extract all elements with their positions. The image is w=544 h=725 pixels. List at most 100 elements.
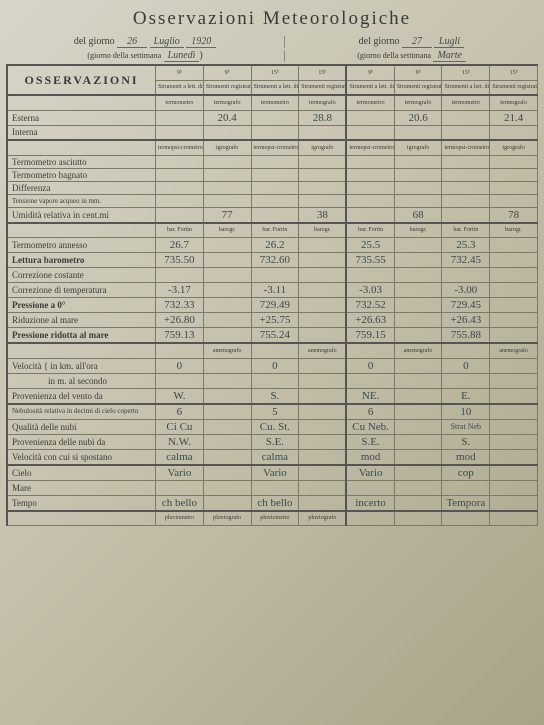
- h-9d: 9ʰ: [394, 65, 442, 80]
- v: 729.45: [442, 298, 490, 313]
- lbl: Termometro asciutto: [7, 155, 156, 168]
- c: pluviografo: [299, 511, 347, 526]
- v: Cu. St.: [251, 419, 299, 434]
- v: ch bello: [156, 495, 204, 511]
- bar-subhdr: bar. Fortin barogr. bar. Fortin barogr. …: [7, 223, 538, 238]
- v: 20.4: [203, 110, 251, 125]
- sh1: Strumenti a lett. diretta: [156, 80, 204, 95]
- v: mod: [442, 449, 490, 465]
- lbl: Qualità delle nubi: [7, 419, 156, 434]
- c: barogr.: [490, 223, 538, 238]
- v: 759.13: [156, 328, 204, 344]
- v: 755.24: [251, 328, 299, 344]
- c: anemografo: [490, 343, 538, 358]
- c-term4: termografo: [299, 95, 347, 110]
- page-title: Osservazioni Meteorologiche: [6, 8, 538, 30]
- weekday-prefix2: (giorno della settimana: [357, 51, 431, 60]
- lbl: Pressione ridotta al mare: [7, 328, 156, 344]
- row-termbag: Termometro bagnato: [7, 168, 538, 181]
- pluvio-subhdr: pluviometro pluviografo pluviometro pluv…: [7, 511, 538, 526]
- v: 20.6: [394, 110, 442, 125]
- v: 68: [394, 207, 442, 223]
- v: 732.45: [442, 253, 490, 268]
- v: [156, 110, 204, 125]
- v: 77: [203, 207, 251, 223]
- row-nebul: Nebulosità relativa in decimi di cielo c…: [7, 404, 538, 420]
- lbl: Cielo: [7, 465, 156, 481]
- row-tens: Tensione vapore acqueo in mm.: [7, 194, 538, 207]
- weekday2: Marte: [433, 50, 465, 62]
- lbl: Tensione vapore acqueo in mm.: [7, 194, 156, 207]
- sh6: Strumenti registratori: [394, 80, 442, 95]
- v: Vario: [156, 465, 204, 481]
- day2-day: 27: [402, 36, 432, 48]
- v: [251, 110, 299, 125]
- v: Vario: [251, 465, 299, 481]
- sh2: Strumenti registratori: [203, 80, 251, 95]
- c-ig2: igrografo: [203, 140, 251, 155]
- v: -3.17: [156, 283, 204, 298]
- osservazioni-header: OSSERVAZIONI: [7, 65, 156, 95]
- row-tempo: Tempoch belloch belloincertoTempora: [7, 495, 538, 511]
- hours-row: OSSERVAZIONI 9ʰ 9ʰ 15ʰ 15ʰ 9ʰ 9ʰ 15ʰ 15ʰ: [7, 65, 538, 80]
- lbl: Termometro bagnato: [7, 168, 156, 181]
- lbl-esterna: Esterna: [7, 110, 156, 125]
- c-ig5: termopsi-crometro: [346, 140, 394, 155]
- h-15a: 15ʰ: [251, 65, 299, 80]
- v: cop: [442, 465, 490, 481]
- h-15d: 15ʰ: [490, 65, 538, 80]
- lbl: Differenza: [7, 181, 156, 194]
- c-term6: termografo: [394, 95, 442, 110]
- lbl: Provenienza del vento da: [7, 388, 156, 404]
- v: 732.60: [251, 253, 299, 268]
- c: bar. Fortin: [346, 223, 394, 238]
- v: 5: [251, 404, 299, 420]
- lbl: in m. al secondo: [7, 373, 156, 388]
- v: N.W.: [156, 434, 204, 449]
- v: incerto: [346, 495, 394, 511]
- c-term5: termometro: [346, 95, 394, 110]
- v: 0: [156, 358, 204, 373]
- v: 21.4: [490, 110, 538, 125]
- h-15b: 15ʰ: [299, 65, 347, 80]
- v: +26.63: [346, 313, 394, 328]
- row-press0: Pressione a 0°732.33729.49732.52729.45: [7, 298, 538, 313]
- sh8: Strumenti registratori: [490, 80, 538, 95]
- c-term1: termometro: [156, 95, 204, 110]
- row-umid: Umidità relativa in cent.mi 77 38 68 78: [7, 207, 538, 223]
- v: 26.7: [156, 238, 204, 253]
- weekday-row: (giorno della settimana Lunedì) (giorno …: [6, 50, 538, 62]
- v: Vario: [346, 465, 394, 481]
- v: +26.80: [156, 313, 204, 328]
- v: ch bello: [251, 495, 299, 511]
- v: +25.75: [251, 313, 299, 328]
- c-ig7: termopsi-crometro: [442, 140, 490, 155]
- v: calma: [156, 449, 204, 465]
- v: Ci Cu: [156, 419, 204, 434]
- v: 729.49: [251, 298, 299, 313]
- weekday-left: (giorno della settimana Lunedì): [6, 50, 284, 62]
- row-riduz: Riduzione al mare+26.80+25.75+26.63+26.4…: [7, 313, 538, 328]
- lbl: Correzione costante: [7, 268, 156, 283]
- sh3: Strumenti a lett. diretta: [251, 80, 299, 95]
- igro-subhdr: termopsi-crometro igrografo termopsi-cro…: [7, 140, 538, 155]
- v: mod: [346, 449, 394, 465]
- row-interna: Interna: [7, 125, 538, 140]
- v: [346, 110, 394, 125]
- v: calma: [251, 449, 299, 465]
- lbl-vel: Velocità: [12, 361, 42, 371]
- row-cielo: CieloVarioVarioVariocop: [7, 465, 538, 481]
- v: Strat Neb: [442, 419, 490, 434]
- lbl: Nebulosità relativa in decimi di cielo c…: [7, 404, 156, 420]
- row-esterna: Esterna 20.4 28.8 20.6 21.4: [7, 110, 538, 125]
- sh5: Strumenti a lett. diretta: [346, 80, 394, 95]
- v: 755.88: [442, 328, 490, 344]
- page-container: Osservazioni Meteorologiche del giorno 2…: [0, 0, 544, 534]
- v: [442, 110, 490, 125]
- c-term2: termografo: [203, 95, 251, 110]
- lbl: Velocità con cui si spostano: [7, 449, 156, 465]
- h-9c: 9ʰ: [346, 65, 394, 80]
- v: W.: [156, 388, 204, 404]
- row-diff: Differenza: [7, 181, 538, 194]
- date-left: del giorno 26 Luglio 1920: [6, 36, 284, 48]
